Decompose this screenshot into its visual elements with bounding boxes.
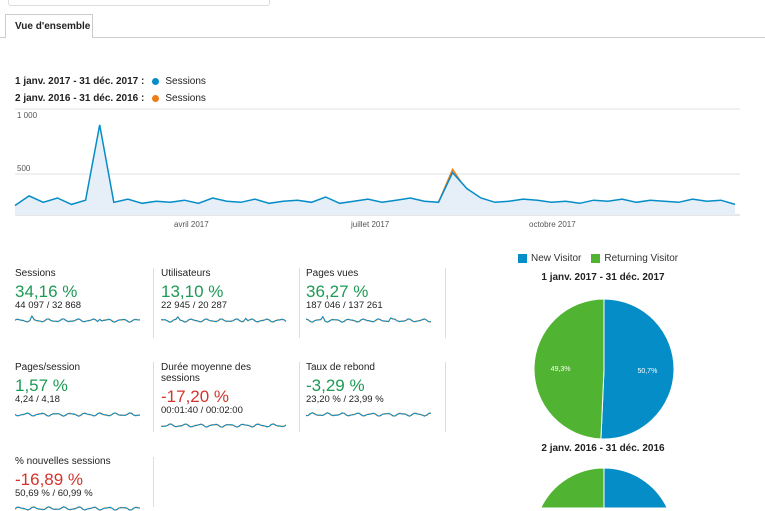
sparkline xyxy=(306,412,431,417)
metric-card[interactable]: Sessions 34,16 % 44 097 / 32 868 xyxy=(0,268,146,323)
metric-title: % nouvelles sessions xyxy=(15,456,111,467)
tab-overview[interactable]: Vue d'ensemble xyxy=(5,14,93,38)
divider xyxy=(299,362,300,432)
legend-dot-icon xyxy=(152,95,160,102)
metric-title: Pages vues xyxy=(306,268,359,279)
metric-card[interactable]: Pages/session 1,57 % 4,24 / 4,18 xyxy=(0,362,146,417)
metric-card[interactable]: % nouvelles sessions -16,89 % 50,69 % / … xyxy=(0,456,146,511)
sparkline-series xyxy=(15,412,140,417)
metric-change: 34,16 % xyxy=(15,282,78,301)
metric-change: -3,29 % xyxy=(306,376,365,395)
pie-slice[interactable] xyxy=(539,467,605,509)
metric-title: Utilisateurs xyxy=(161,268,211,279)
pie-slice[interactable] xyxy=(603,467,669,509)
legend-range: 2 janv. 2016 - 31 déc. 2016 : xyxy=(15,93,145,104)
pie-slice[interactable] xyxy=(600,298,675,440)
x-tick-label: juillet 2017 xyxy=(350,220,390,229)
divider xyxy=(299,268,300,338)
x-tick-label: octobre 2017 xyxy=(529,220,576,229)
metric-card[interactable]: Utilisateurs 13,10 % 22 945 / 20 287 xyxy=(146,268,292,323)
legend-previous: 2 janv. 2016 - 31 déc. 2016 : Sessions xyxy=(15,93,206,104)
metric-values: 00:01:40 / 00:02:00 xyxy=(161,405,243,416)
series-area xyxy=(15,124,735,215)
tab-label: Vue d'ensemble xyxy=(15,21,91,32)
metric-card[interactable]: Taux de rebond -3,29 % 23,20 % / 23,99 % xyxy=(291,362,437,417)
legend-metric[interactable]: Sessions xyxy=(165,93,206,104)
legend-swatch-icon xyxy=(518,254,527,263)
metric-title: Taux de rebond xyxy=(306,362,375,373)
metric-title: Pages/session xyxy=(15,362,81,373)
sparkline-series xyxy=(306,412,431,417)
legend-dot-icon xyxy=(152,78,160,85)
metric-values: 50,69 % / 60,99 % xyxy=(15,488,93,499)
sparkline-series xyxy=(306,315,431,323)
legend-metric[interactable]: Sessions xyxy=(165,76,206,87)
pie-legend: New Visitor Returning Visitor xyxy=(518,253,678,264)
metric-values: 44 097 / 32 868 xyxy=(15,300,82,311)
sparkline xyxy=(161,423,286,428)
legend-range: 1 janv. 2017 - 31 déc. 2017 : xyxy=(15,76,145,87)
x-tick-label: avril 2017 xyxy=(174,220,209,229)
legend-current: 1 janv. 2017 - 31 déc. 2017 : Sessions xyxy=(15,76,206,87)
legend-new-visitor[interactable]: New Visitor xyxy=(531,253,582,264)
sparkline xyxy=(161,315,286,323)
metric-change: -17,20 % xyxy=(161,387,230,406)
metric-change: -16,89 % xyxy=(15,470,84,489)
metric-change: 36,27 % xyxy=(306,282,369,301)
legend-returning-visitor[interactable]: Returning Visitor xyxy=(604,253,679,264)
divider xyxy=(153,362,154,432)
series-line[interactable] xyxy=(14,124,736,207)
pie-title: 2 janv. 2016 - 31 déc. 2016 xyxy=(541,443,665,454)
metric-card[interactable]: Pages vues 36,27 % 187 046 / 137 261 xyxy=(291,268,437,323)
divider xyxy=(153,457,154,507)
metric-values: 23,20 % / 23,99 % xyxy=(306,394,384,405)
sparkline-series xyxy=(15,506,140,511)
metric-title: Sessions xyxy=(15,268,56,279)
legend-swatch-icon xyxy=(591,254,601,263)
pie-slice-label: 49,3% xyxy=(551,366,571,373)
visitor-pie-charts[interactable]: 50,7% 49,3% xyxy=(520,285,690,509)
metric-change: 13,10 % xyxy=(161,282,224,301)
metric-values: 22 945 / 20 287 xyxy=(161,300,228,311)
search-box[interactable] xyxy=(8,0,270,6)
sparkline-series xyxy=(15,314,140,323)
sparkline xyxy=(306,315,431,323)
divider xyxy=(445,268,446,338)
tab-divider xyxy=(0,37,765,38)
metric-title: Durée moyenne des sessions xyxy=(161,362,252,384)
y-tick-label: 1 000 xyxy=(17,111,38,120)
metric-values: 4,24 / 4,18 xyxy=(15,394,60,405)
y-tick-label: 500 xyxy=(17,164,31,173)
sparkline-series xyxy=(161,316,286,323)
pie-slice[interactable] xyxy=(533,298,605,440)
pie-slice-label: 50,7% xyxy=(637,368,657,375)
sparkline xyxy=(15,506,140,511)
divider xyxy=(153,268,154,338)
sparkline xyxy=(15,314,140,323)
pie-title: 1 janv. 2017 - 31 déc. 2017 xyxy=(541,272,665,283)
sparkline xyxy=(15,412,140,417)
divider xyxy=(445,362,446,432)
metric-change: 1,57 % xyxy=(15,376,68,395)
sparkline-series xyxy=(161,423,286,428)
sessions-line-chart[interactable]: 1 000 500 avril 2017 juillet 2017 octobr… xyxy=(0,108,765,233)
metric-values: 187 046 / 137 261 xyxy=(306,300,383,311)
metric-card[interactable]: Durée moyenne des sessions -17,20 % 00:0… xyxy=(146,362,292,428)
